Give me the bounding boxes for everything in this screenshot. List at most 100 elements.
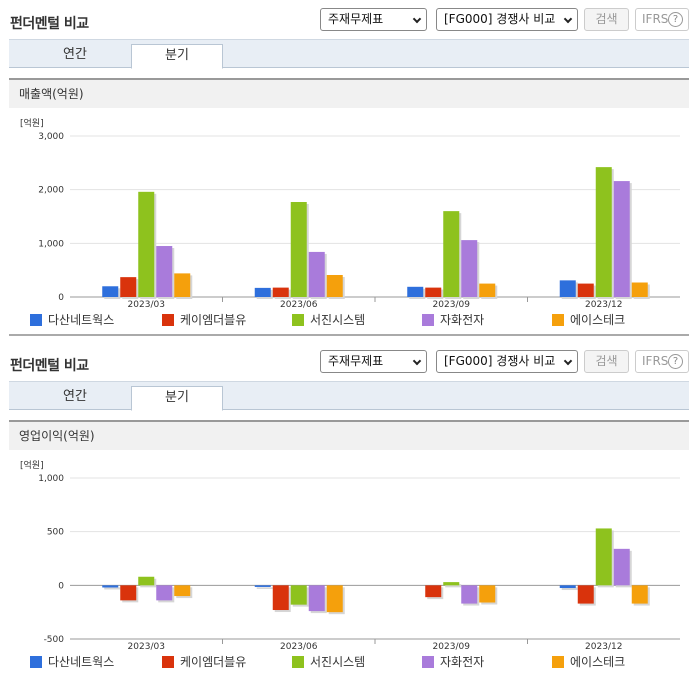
competitor-group-select[interactable]: [FG000] 경쟁사 비교 xyxy=(436,8,578,31)
legend-item[interactable]: 자화전자 xyxy=(422,312,484,328)
search-button[interactable]: 검색 xyxy=(584,8,629,31)
legend-label: 자화전자 xyxy=(440,655,485,669)
x-tick-label: 2023/06 xyxy=(280,642,318,652)
revenue-bar-chart: [억원] 0 1,000 2,000 3,000 2023/03 2023/06 2023/0… xyxy=(20,117,680,310)
bar xyxy=(174,273,191,297)
x-tick-label: 2023/03 xyxy=(128,300,165,310)
bar xyxy=(138,576,155,586)
ifrs-label: IFRS xyxy=(642,354,669,368)
legend-swatch xyxy=(422,314,434,326)
legend-item[interactable]: 케이엠더블유 xyxy=(162,654,246,670)
competitor-group-select-value: [FG000] 경쟁사 비교 xyxy=(444,12,556,26)
legend-label: 서진시스템 xyxy=(310,313,366,327)
bar xyxy=(613,181,630,297)
legend-label: 서진시스템 xyxy=(310,655,366,669)
legend-item[interactable]: 서진시스템 xyxy=(292,654,365,670)
search-button[interactable]: 검색 xyxy=(584,350,629,373)
legend-label: 에이스테크 xyxy=(570,313,626,327)
bar xyxy=(425,585,442,598)
legend-swatch xyxy=(30,656,42,668)
section-title: 펀더멘털 비교 xyxy=(10,16,89,32)
bar xyxy=(102,585,119,588)
operating-profit-bar-chart: [억원] -500 0 500 1,000 2023/03 2023/06 2023/09 20… xyxy=(20,459,680,652)
legend-swatch xyxy=(30,314,42,326)
bar xyxy=(254,287,271,297)
x-tick-label: 2023/06 xyxy=(280,300,318,310)
legend-label: 자화전자 xyxy=(440,313,485,327)
bar xyxy=(102,286,119,297)
bar xyxy=(156,585,173,601)
statement-select[interactable]: 주재무제표 xyxy=(320,350,427,373)
section-divider xyxy=(9,334,689,336)
tab-quarterly[interactable]: 분기 xyxy=(131,44,223,69)
bar xyxy=(559,585,576,589)
bar xyxy=(308,251,325,297)
ifrs-button[interactable]: IFRS ? xyxy=(635,8,689,31)
bar xyxy=(254,585,271,587)
legend-swatch xyxy=(422,656,434,668)
legend-item[interactable]: 서진시스템 xyxy=(292,312,365,328)
help-icon[interactable]: ? xyxy=(668,12,683,27)
legend-swatch xyxy=(162,314,174,326)
statement-select-value: 주재무제표 xyxy=(328,12,384,26)
bar xyxy=(290,585,307,605)
bar xyxy=(595,167,612,297)
legend-item[interactable]: 케이엠더블유 xyxy=(162,312,246,328)
x-tick-label: 2023/12 xyxy=(585,642,622,652)
x-tick-label: 2023/03 xyxy=(128,642,165,652)
legend-label: 다산네트웍스 xyxy=(48,313,115,327)
legend-swatch xyxy=(552,656,564,668)
competitor-group-select[interactable]: [FG000] 경쟁사 비교 xyxy=(436,350,578,373)
ifrs-label: IFRS xyxy=(642,12,669,26)
statement-select[interactable]: 주재무제표 xyxy=(320,8,427,31)
bar xyxy=(272,585,289,611)
period-tabs: 연간 분기 xyxy=(9,39,689,69)
bar xyxy=(425,287,442,297)
bar xyxy=(272,287,289,297)
competitor-group-select-value: [FG000] 경쟁사 비교 xyxy=(444,354,556,368)
bar-shadow xyxy=(561,587,578,591)
y-tick-label: -500 xyxy=(44,635,65,645)
legend-swatch xyxy=(162,656,174,668)
bar xyxy=(326,585,343,613)
tab-annual[interactable]: 연간 xyxy=(63,47,87,62)
bar xyxy=(479,283,496,297)
bar xyxy=(577,283,594,297)
legend-label: 에이스테크 xyxy=(570,655,626,669)
bar xyxy=(595,528,612,586)
chevron-down-icon xyxy=(563,356,573,366)
bar xyxy=(120,585,137,601)
y-tick-label: 1,000 xyxy=(38,474,64,484)
legend-item[interactable]: 다산네트웍스 xyxy=(30,312,114,328)
legend-item[interactable]: 에이스테크 xyxy=(552,654,625,670)
bar xyxy=(120,277,137,297)
fundamental-section-operating-profit: 펀더멘털 비교 주재무제표 [FG000] 경쟁사 비교 검색 IFRS ? 연… xyxy=(0,342,696,684)
bar xyxy=(174,585,191,597)
fundamental-section-revenue: 펀더멘털 비교 주재무제표 [FG000] 경쟁사 비교 검색 IFRS ? 연… xyxy=(9,8,689,336)
bar xyxy=(631,282,648,297)
bar-shadow xyxy=(445,584,462,588)
bar xyxy=(443,582,460,586)
legend-item[interactable]: 다산네트웍스 xyxy=(30,654,114,670)
tab-annual[interactable]: 연간 xyxy=(63,389,87,404)
bar xyxy=(326,274,343,297)
legend-swatch xyxy=(292,314,304,326)
section-title: 펀더멘털 비교 xyxy=(10,358,89,374)
bar xyxy=(559,280,576,297)
ifrs-button[interactable]: IFRS ? xyxy=(635,350,689,373)
bar xyxy=(138,191,155,297)
tab-quarterly[interactable]: 분기 xyxy=(131,386,223,411)
bar xyxy=(443,211,460,297)
x-tick-label: 2023/09 xyxy=(433,300,471,310)
chevron-down-icon xyxy=(412,14,422,24)
bar xyxy=(308,585,325,612)
bar-shadow xyxy=(104,587,121,590)
legend-item[interactable]: 에이스테크 xyxy=(552,312,625,328)
legend-label: 케이엠더블유 xyxy=(180,655,247,669)
bar xyxy=(577,585,594,604)
y-tick-label: 0 xyxy=(58,581,64,591)
period-tabs: 연간 분기 xyxy=(9,381,689,411)
help-icon[interactable]: ? xyxy=(668,354,683,369)
legend-item[interactable]: 자화전자 xyxy=(422,654,484,670)
bar xyxy=(461,585,478,604)
